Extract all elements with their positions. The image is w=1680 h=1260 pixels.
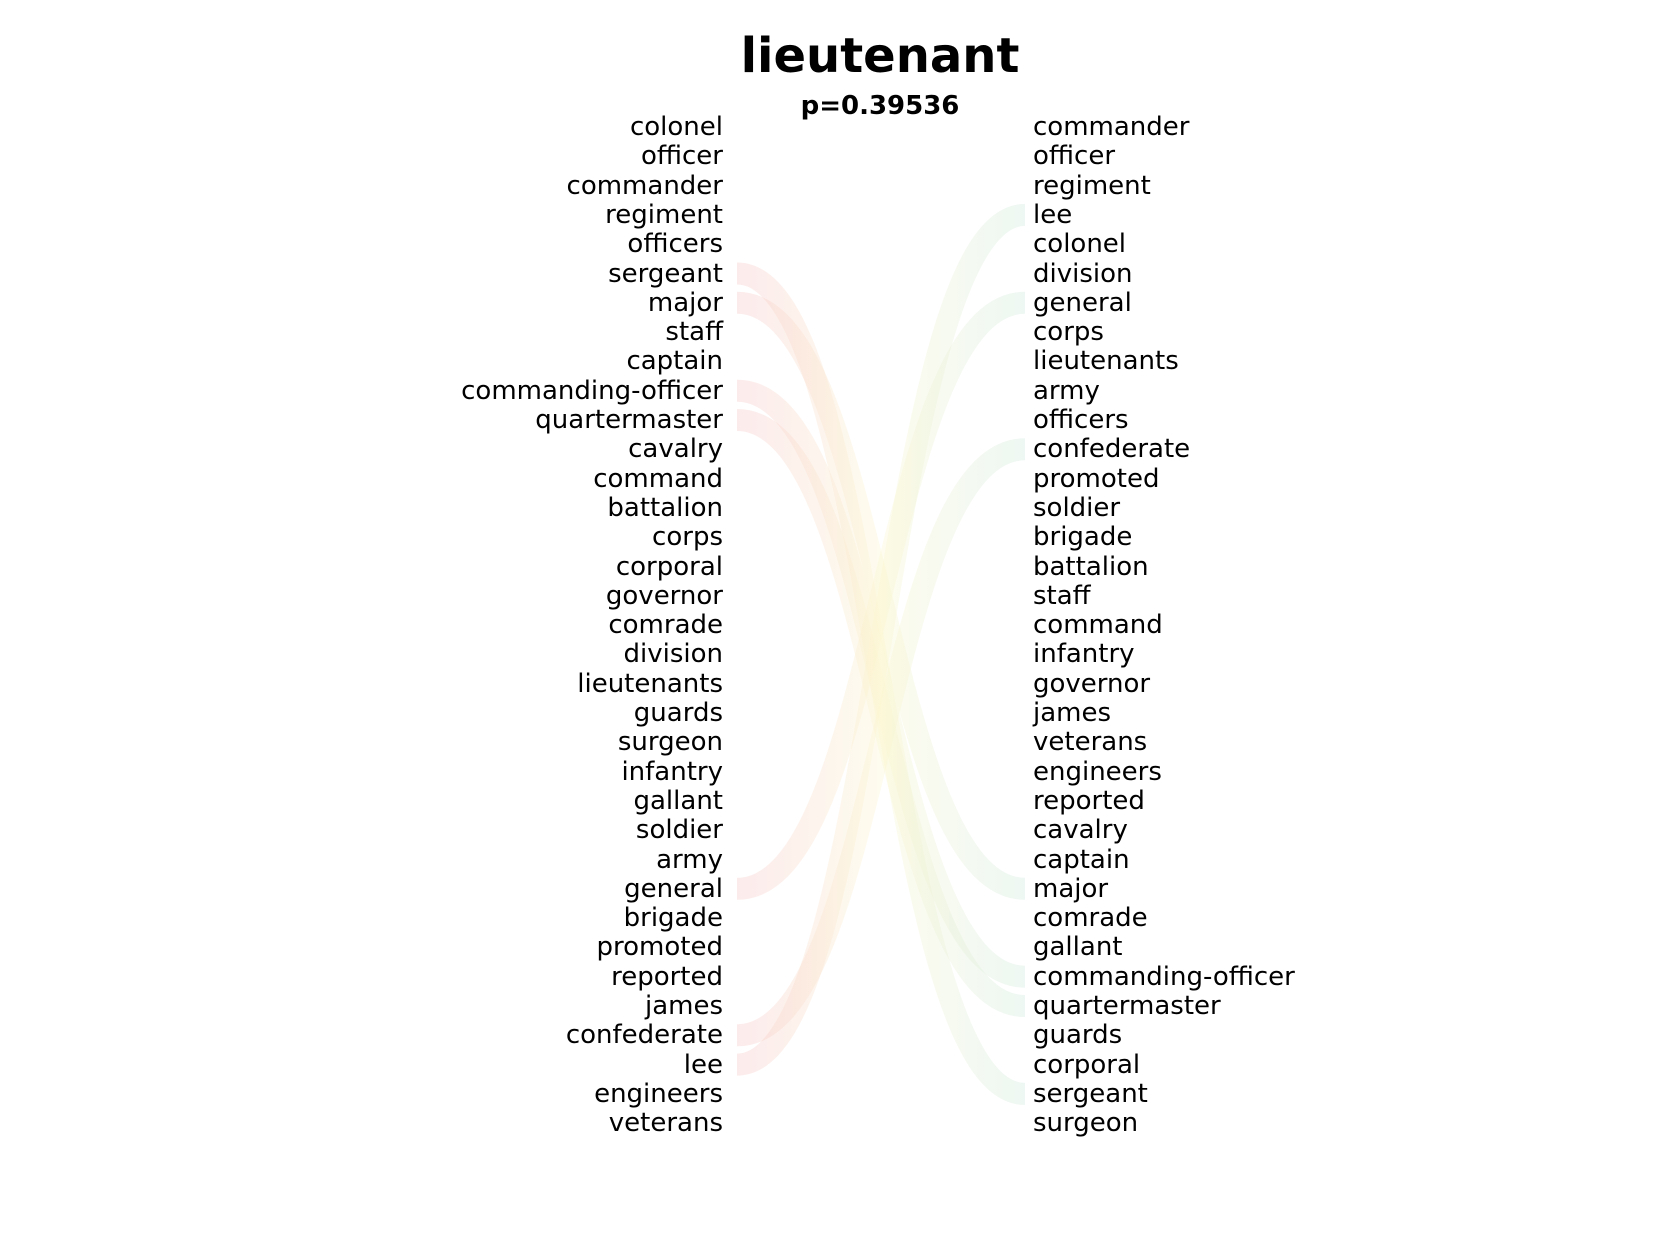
- left-word: quartermaster: [535, 405, 723, 435]
- left-word: soldier: [635, 815, 723, 846]
- right-word: staff: [1033, 580, 1091, 611]
- right-word: colonel: [1033, 229, 1127, 260]
- left-word: command: [593, 463, 723, 494]
- left-word: infantry: [621, 756, 723, 787]
- left-word: sergeant: [608, 258, 723, 289]
- left-word: engineers: [594, 1078, 723, 1109]
- right-word: quartermaster: [1033, 991, 1221, 1021]
- left-word: gallant: [633, 785, 724, 816]
- left-word: corps: [652, 522, 723, 553]
- left-word: major: [647, 287, 723, 318]
- left-word: governor: [605, 580, 723, 611]
- left-word: brigade: [623, 903, 723, 934]
- left-word: officer: [640, 141, 723, 172]
- left-word: regiment: [605, 199, 723, 230]
- right-word: officers: [1033, 405, 1129, 435]
- right-word: lee: [1033, 199, 1073, 230]
- right-word: guards: [1033, 1020, 1123, 1051]
- right-word: infantry: [1033, 639, 1135, 670]
- left-word: captain: [626, 346, 723, 377]
- right-word: captain: [1033, 844, 1130, 875]
- link-lee: [735, 203, 1027, 1076]
- right-word: brigade: [1033, 522, 1133, 553]
- right-word: confederate: [1033, 434, 1191, 465]
- right-word: surgeon: [1033, 1108, 1139, 1139]
- left-word: james: [644, 991, 723, 1021]
- left-word: battalion: [607, 492, 723, 523]
- left-word: army: [656, 844, 723, 875]
- right-word: engineers: [1033, 756, 1162, 787]
- right-word: corps: [1033, 317, 1104, 348]
- left-word: officers: [627, 229, 723, 260]
- left-word: staff: [665, 317, 723, 348]
- left-word: division: [623, 639, 724, 670]
- right-word: officer: [1033, 141, 1116, 172]
- left-word: lieutenants: [577, 668, 723, 699]
- left-word: confederate: [565, 1020, 723, 1051]
- left-word: reported: [611, 961, 723, 992]
- right-word: command: [1033, 610, 1163, 641]
- left-word: commanding-officer: [461, 375, 723, 406]
- right-word: regiment: [1033, 170, 1151, 201]
- right-word: battalion: [1033, 551, 1149, 582]
- right-word: comrade: [1033, 903, 1148, 934]
- right-word: general: [1033, 287, 1132, 318]
- chart-title: lieutenant: [740, 28, 1020, 84]
- right-word: reported: [1033, 785, 1145, 816]
- right-word: cavalry: [1033, 815, 1128, 846]
- left-word: guards: [633, 698, 723, 728]
- right-word: army: [1033, 375, 1100, 406]
- left-word: commander: [566, 170, 723, 201]
- right-word: veterans: [1033, 727, 1148, 758]
- right-word: division: [1033, 258, 1133, 289]
- left-word: promoted: [596, 932, 723, 963]
- left-word: surgeon: [617, 727, 723, 758]
- chart-subtitle: p=0.39536: [800, 91, 960, 121]
- right-word: james: [1033, 698, 1112, 728]
- right-word: major: [1033, 873, 1109, 904]
- right-word: commander: [1033, 112, 1190, 142]
- right-word: corporal: [1033, 1049, 1141, 1080]
- right-word: sergeant: [1033, 1078, 1148, 1109]
- right-word: lieutenants: [1033, 346, 1179, 377]
- right-word: governor: [1033, 668, 1151, 699]
- right-word: soldier: [1033, 492, 1121, 523]
- left-word: colonel: [629, 112, 723, 142]
- left-word: corporal: [615, 551, 723, 582]
- left-word: cavalry: [628, 434, 723, 465]
- left-word: lee: [683, 1049, 723, 1080]
- right-word: commanding-officer: [1033, 961, 1295, 992]
- left-word: comrade: [608, 610, 723, 641]
- right-word: promoted: [1033, 463, 1160, 494]
- left-word: general: [624, 873, 723, 904]
- left-word: veterans: [608, 1108, 723, 1139]
- right-word: gallant: [1033, 932, 1123, 963]
